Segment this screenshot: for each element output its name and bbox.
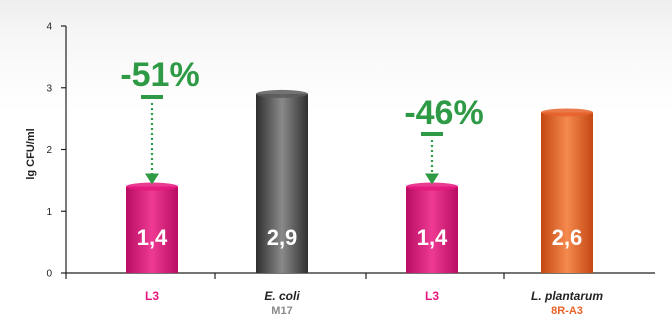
bar-body xyxy=(541,112,593,273)
bar-value-label: 2,6 xyxy=(552,225,583,250)
reduction-arrow-head xyxy=(145,173,159,185)
category-label: L3 xyxy=(425,289,439,303)
reduction-annotation: -51% xyxy=(120,56,200,185)
bar-cap xyxy=(256,89,308,98)
bar-0: 1,4 xyxy=(126,182,178,273)
y-tick-label: 4 xyxy=(46,22,52,33)
y-tick-label: 3 xyxy=(46,83,52,94)
x-ticks xyxy=(65,273,505,279)
bars: 1,4 2,9 1,4 2,6 xyxy=(126,89,593,273)
bar-body xyxy=(406,186,458,273)
y-tick-label: 0 xyxy=(46,269,52,280)
category-sublabel: 8R-A3 xyxy=(551,305,583,317)
category-sublabel: M17 xyxy=(271,305,292,317)
y-tick-label: 2 xyxy=(46,145,52,156)
reduction-percent: -46% xyxy=(404,94,483,132)
bar-value-label: 1,4 xyxy=(137,225,168,250)
category-label: L3 xyxy=(145,289,159,303)
reduction-annotation: -46% xyxy=(404,94,484,185)
bar-value-label: 2,9 xyxy=(267,225,298,250)
y-tick-label: 1 xyxy=(46,207,52,218)
y-ticks: 0 1 2 3 4 xyxy=(46,22,66,280)
bar-body xyxy=(256,93,308,273)
bar-1: 2,9 xyxy=(256,89,308,273)
bar-cap xyxy=(541,108,593,117)
y-axis-label: lg CFU/ml xyxy=(25,128,37,179)
x-labels: L3 E. coli M17 L3 L. plantarum 8R-A3 xyxy=(145,289,603,317)
bar-value-label: 1,4 xyxy=(417,225,448,250)
reduction-percent: -51% xyxy=(120,56,199,94)
bar-2: 1,4 xyxy=(406,182,458,273)
bar-body xyxy=(126,186,178,273)
bar-cap xyxy=(126,182,178,191)
category-label: E. coli xyxy=(264,289,300,303)
category-label: L. plantarum xyxy=(531,289,603,303)
annotations: -51% -46% xyxy=(120,56,484,185)
reduction-arrow-head xyxy=(425,173,439,185)
bar-3: 2,6 xyxy=(541,108,593,273)
bar-cap xyxy=(406,182,458,191)
